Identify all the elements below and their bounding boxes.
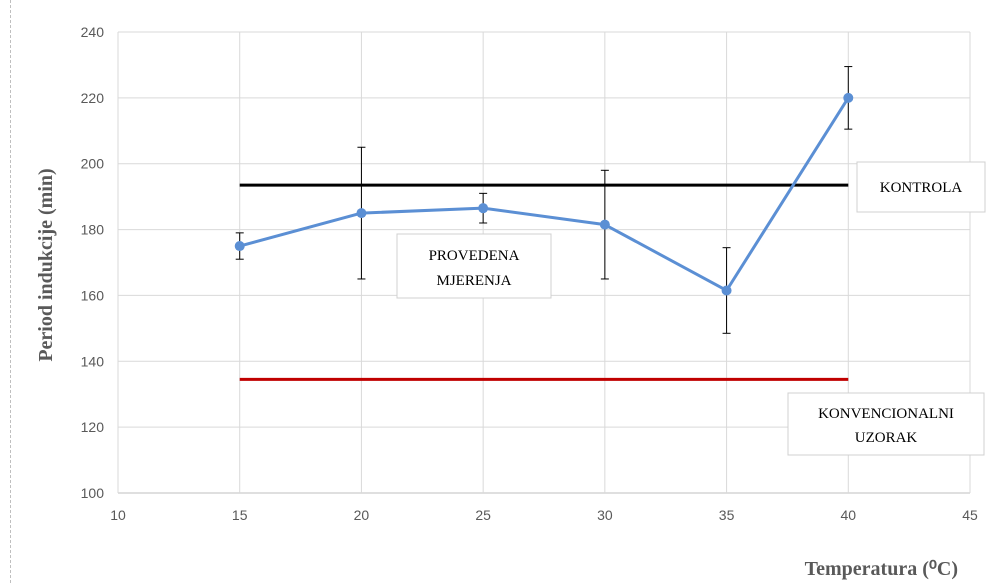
y-tick-label: 100 — [81, 485, 105, 501]
annotation-measured-line2: MJERENJA — [436, 273, 511, 289]
annotation-control-line1: KONTROLA — [880, 180, 963, 196]
data-point — [356, 208, 367, 219]
x-tick-labels: 10 15 20 25 30 35 40 45 — [110, 507, 978, 523]
x-tick-label: 20 — [354, 507, 370, 523]
x-axis-title: Temperatura (⁰C) — [805, 558, 958, 580]
y-tick-label: 200 — [81, 156, 105, 172]
annotation-conventional-line1: KONVENCIONALNI — [818, 406, 954, 422]
annotation-measured: PROVEDENA MJERENJA — [396, 233, 552, 299]
y-axis-title: Period indukcije (min) — [35, 168, 57, 361]
x-tick-label: 25 — [475, 507, 491, 523]
y-tick-label: 140 — [81, 353, 105, 369]
series-group — [234, 92, 854, 296]
data-point — [721, 285, 732, 296]
y-tick-label: 180 — [81, 222, 105, 238]
y-tick-label: 160 — [81, 287, 105, 303]
annotation-measured-line1: PROVEDENA — [429, 248, 520, 264]
annotation-conventional-line2: UZORAK — [855, 430, 918, 446]
page-border-line — [10, 0, 11, 583]
series-line — [239, 97, 850, 292]
data-point — [478, 203, 489, 214]
data-point — [843, 92, 854, 103]
reference-lines — [239, 183, 849, 381]
data-point — [599, 219, 610, 230]
x-tick-label: 40 — [840, 507, 856, 523]
y-tick-label: 120 — [81, 419, 105, 435]
x-tick-label: 30 — [597, 507, 613, 523]
annotation-conventional: KONVENCIONALNI UZORAK — [787, 392, 985, 456]
annotation-control: KONTROLA — [856, 161, 986, 213]
data-point — [234, 241, 245, 252]
y-tick-label: 240 — [81, 24, 105, 40]
x-tick-label: 10 — [110, 507, 126, 523]
y-tick-label: 220 — [81, 90, 105, 106]
x-tick-label: 35 — [719, 507, 735, 523]
x-tick-label: 15 — [232, 507, 248, 523]
y-tick-labels: 100 120 140 160 180 200 220 240 — [81, 24, 105, 501]
x-tick-label: 45 — [962, 507, 978, 523]
